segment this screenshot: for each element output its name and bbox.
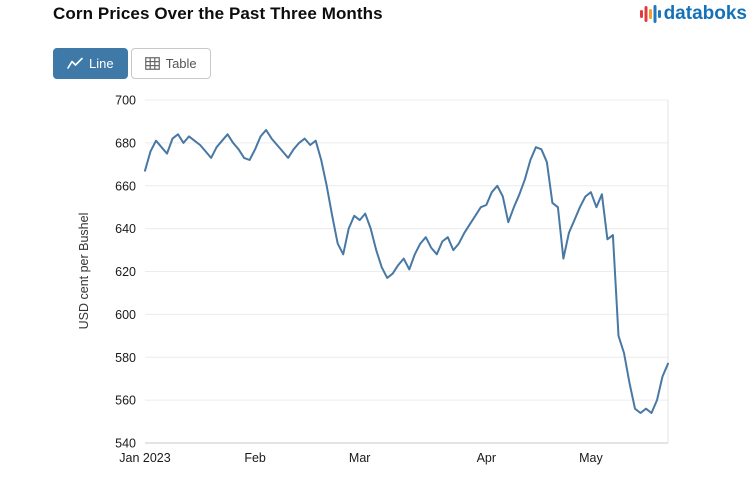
y-tick-label: 600 — [115, 308, 136, 322]
table-view-button[interactable]: Table — [130, 48, 211, 79]
y-tick-label: 560 — [115, 394, 136, 408]
y-axis-title: USD cent per Bushel — [77, 213, 91, 330]
line-view-label: Line — [89, 56, 114, 71]
y-tick-label: 680 — [115, 136, 136, 150]
price-line-series — [144, 129, 669, 414]
brand-name: databoks — [663, 3, 747, 24]
view-toggle-group: Line Table — [53, 48, 211, 79]
x-tick-label: Jan 2023 — [119, 451, 170, 465]
price-chart[interactable]: USD cent per Bushel 540 560 580 600 620 640 66… — [0, 88, 753, 488]
y-tick-label: 540 — [115, 437, 136, 451]
x-tick-label: Mar — [349, 451, 371, 465]
line-view-button[interactable]: Line — [53, 48, 128, 79]
x-tick-label: Feb — [244, 451, 266, 465]
databoks-logo-icon — [639, 3, 661, 25]
line-chart-icon — [67, 57, 83, 70]
y-tick-label: 660 — [115, 179, 136, 193]
y-tick-label: 640 — [115, 222, 136, 236]
y-tick-label: 700 — [115, 94, 136, 108]
x-tick-label: Apr — [477, 451, 496, 465]
brand-logo: databoks — [639, 3, 747, 25]
x-tick-label: May — [579, 451, 603, 465]
page-title: Corn Prices Over the Past Three Months — [53, 4, 383, 23]
y-tick-label: 620 — [115, 265, 136, 279]
y-tick-label: 580 — [115, 351, 136, 365]
table-icon — [144, 57, 160, 70]
table-view-label: Table — [165, 56, 197, 71]
chart-area: USD cent per Bushel 540 560 580 600 620 640 66… — [0, 88, 753, 488]
